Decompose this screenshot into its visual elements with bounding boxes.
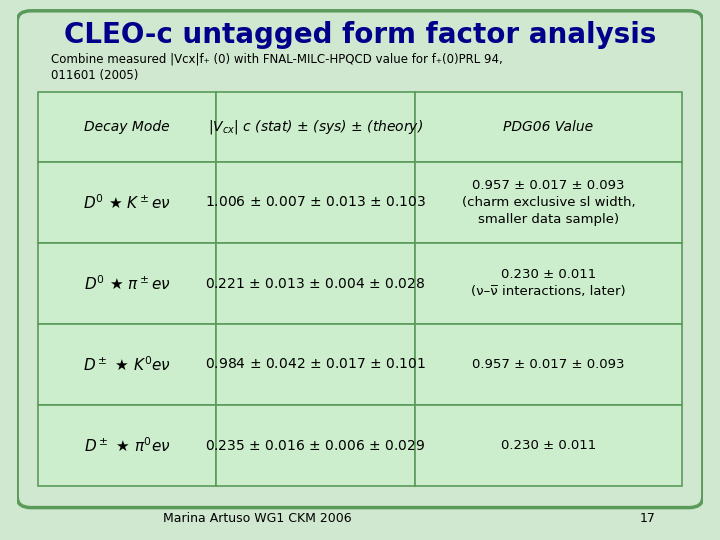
Text: Decay Mode: Decay Mode — [84, 120, 170, 134]
Text: Combine measured |Vcx|f₊ (0) with FNAL-MILC-HPQCD value for f₊(0)PRL 94,
011601 : Combine measured |Vcx|f₊ (0) with FNAL-M… — [51, 52, 503, 83]
Text: 1.006 $\pm$ 0.007 $\pm$ 0.013 $\pm$ 0.103: 1.006 $\pm$ 0.007 $\pm$ 0.013 $\pm$ 0.10… — [205, 195, 426, 210]
FancyBboxPatch shape — [216, 324, 415, 405]
Text: $D^0\ \bigstar\ K^\pm e\nu$: $D^0\ \bigstar\ K^\pm e\nu$ — [83, 193, 171, 212]
Text: 0.230 ± 0.011
(ν–ν̅ interactions, later): 0.230 ± 0.011 (ν–ν̅ interactions, later) — [471, 268, 626, 299]
FancyBboxPatch shape — [216, 92, 415, 162]
Text: CLEO-c untagged form factor analysis: CLEO-c untagged form factor analysis — [64, 21, 656, 49]
FancyBboxPatch shape — [415, 162, 683, 243]
Text: 0.221 $\pm$ 0.013 $\pm$ 0.004 $\pm$ 0.028: 0.221 $\pm$ 0.013 $\pm$ 0.004 $\pm$ 0.02… — [205, 276, 426, 291]
FancyBboxPatch shape — [37, 162, 216, 243]
Text: 0.957 ± 0.017 ± 0.093: 0.957 ± 0.017 ± 0.093 — [472, 358, 625, 371]
FancyBboxPatch shape — [37, 324, 216, 405]
FancyBboxPatch shape — [216, 405, 415, 486]
FancyBboxPatch shape — [37, 405, 216, 486]
Text: $D^0\ \bigstar\ \pi^\pm e\nu$: $D^0\ \bigstar\ \pi^\pm e\nu$ — [84, 274, 170, 293]
FancyBboxPatch shape — [37, 92, 216, 162]
Text: 0.235 $\pm$ 0.016 $\pm$ 0.006 $\pm$ 0.029: 0.235 $\pm$ 0.016 $\pm$ 0.006 $\pm$ 0.02… — [205, 438, 426, 453]
Text: 0.230 ± 0.011: 0.230 ± 0.011 — [501, 439, 596, 452]
FancyBboxPatch shape — [216, 243, 415, 324]
Text: 0.957 ± 0.017 ± 0.093
(charm exclusive sl width,
smaller data sample): 0.957 ± 0.017 ± 0.093 (charm exclusive s… — [462, 179, 635, 226]
FancyBboxPatch shape — [415, 92, 683, 162]
Text: $D^\pm\ \bigstar\ K^0 e\nu$: $D^\pm\ \bigstar\ K^0 e\nu$ — [83, 355, 171, 374]
Text: 17: 17 — [640, 512, 656, 525]
FancyBboxPatch shape — [415, 405, 683, 486]
Text: $D^\pm\ \bigstar\ \pi^0 e\nu$: $D^\pm\ \bigstar\ \pi^0 e\nu$ — [84, 436, 170, 455]
FancyBboxPatch shape — [216, 162, 415, 243]
FancyBboxPatch shape — [415, 324, 683, 405]
Text: 0.984 $\pm$ 0.042 $\pm$ 0.017 $\pm$ 0.101: 0.984 $\pm$ 0.042 $\pm$ 0.017 $\pm$ 0.10… — [205, 357, 426, 372]
FancyBboxPatch shape — [17, 11, 703, 508]
Text: Marina Artuso WG1 CKM 2006: Marina Artuso WG1 CKM 2006 — [163, 512, 351, 525]
Text: $|V_{cx}|$ c (stat) $\pm$ (sys) $\pm$ (theory): $|V_{cx}|$ c (stat) $\pm$ (sys) $\pm$ (t… — [208, 118, 423, 136]
Text: PDG06 Value: PDG06 Value — [503, 120, 593, 134]
FancyBboxPatch shape — [415, 243, 683, 324]
FancyBboxPatch shape — [37, 243, 216, 324]
